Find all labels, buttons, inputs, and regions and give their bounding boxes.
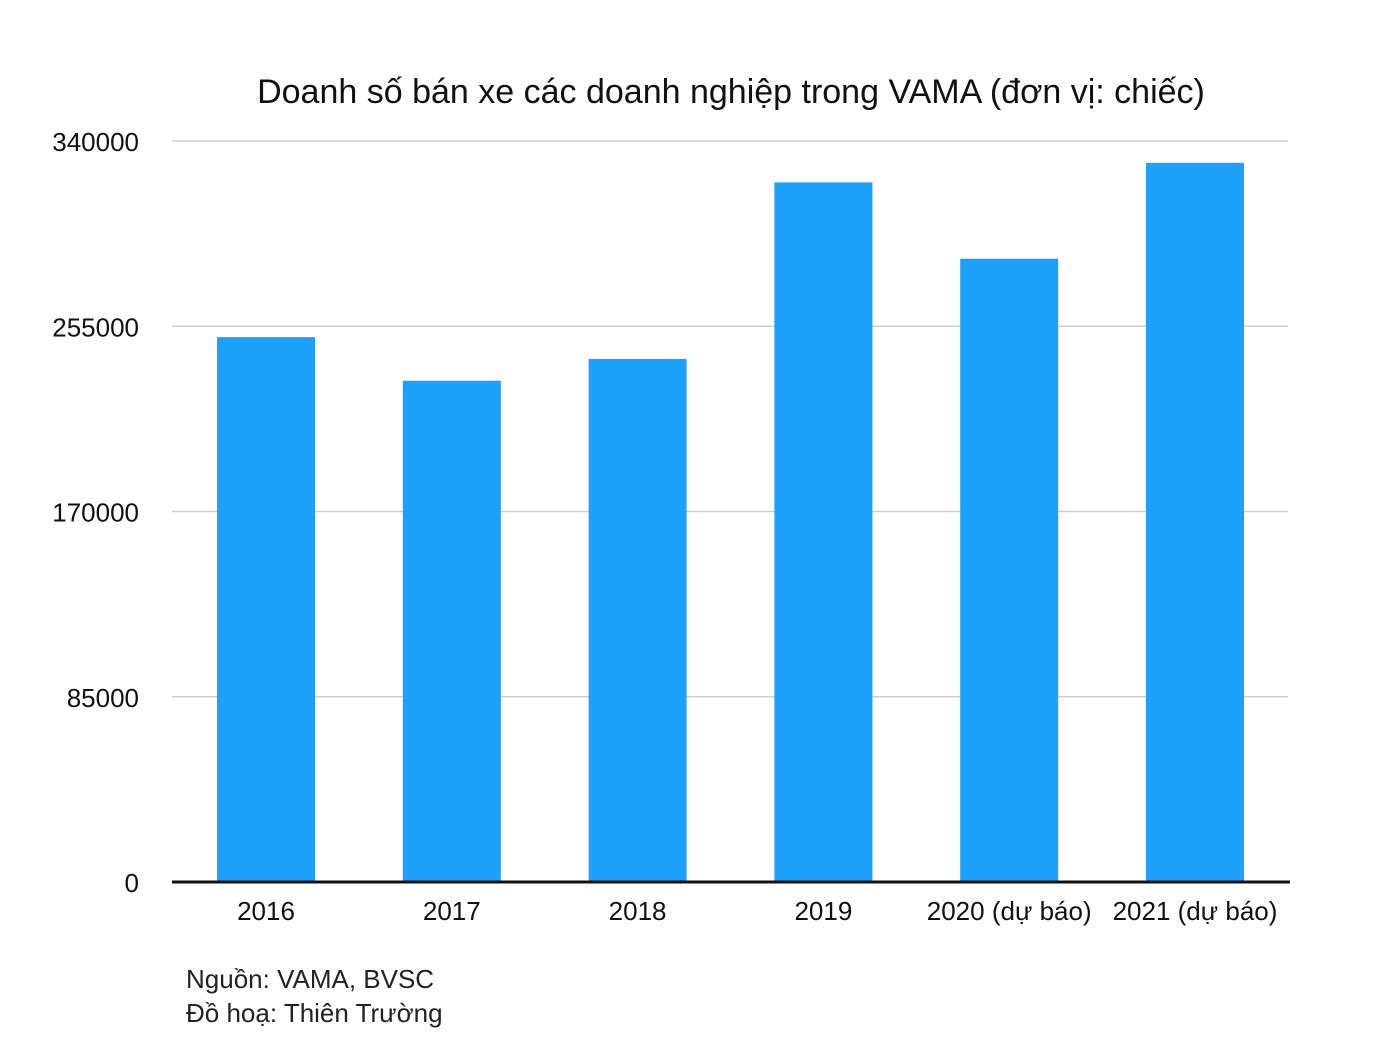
grid-layer: [172, 140, 1288, 698]
y-tick-label: 85000: [67, 683, 139, 713]
y-tick-label: 170000: [52, 498, 139, 528]
x-category-label: 2017: [423, 896, 481, 926]
x-category-label: 2016: [237, 896, 295, 926]
chart-title: Doanh số bán xe các doanh nghiệp trong V…: [257, 73, 1205, 111]
chart-footer: Nguồn: VAMA, BVSC Đồ hoạ: Thiên Trường: [186, 962, 443, 1030]
source-note: Nguồn: VAMA, BVSC: [186, 964, 435, 994]
x-category-label: 2021 (dự báo): [1113, 896, 1278, 926]
x-category-label: 2019: [794, 896, 852, 926]
bar-2020: [960, 258, 1059, 882]
bar-2019: [774, 182, 873, 883]
y-axis-ticks: 0 85000 170000 255000 340000: [52, 127, 139, 898]
y-tick-label: 340000: [52, 127, 139, 157]
bars-layer: [217, 162, 1244, 883]
bar-2021: [1146, 162, 1244, 882]
x-category-label: 2020 (dự báo): [927, 896, 1092, 926]
y-tick-label: 0: [125, 868, 139, 898]
bar-2016: [217, 337, 315, 882]
credit-note: Đồ hoạ: Thiên Trường: [186, 998, 443, 1028]
bar-2017: [402, 380, 501, 882]
x-category-label: 2018: [609, 896, 667, 926]
x-axis-labels: 2016 2017 2018 2019 2020 (dự báo) 2021 (dự bá…: [237, 896, 1277, 926]
y-tick-label: 255000: [52, 312, 139, 342]
bar-2018: [588, 358, 687, 882]
